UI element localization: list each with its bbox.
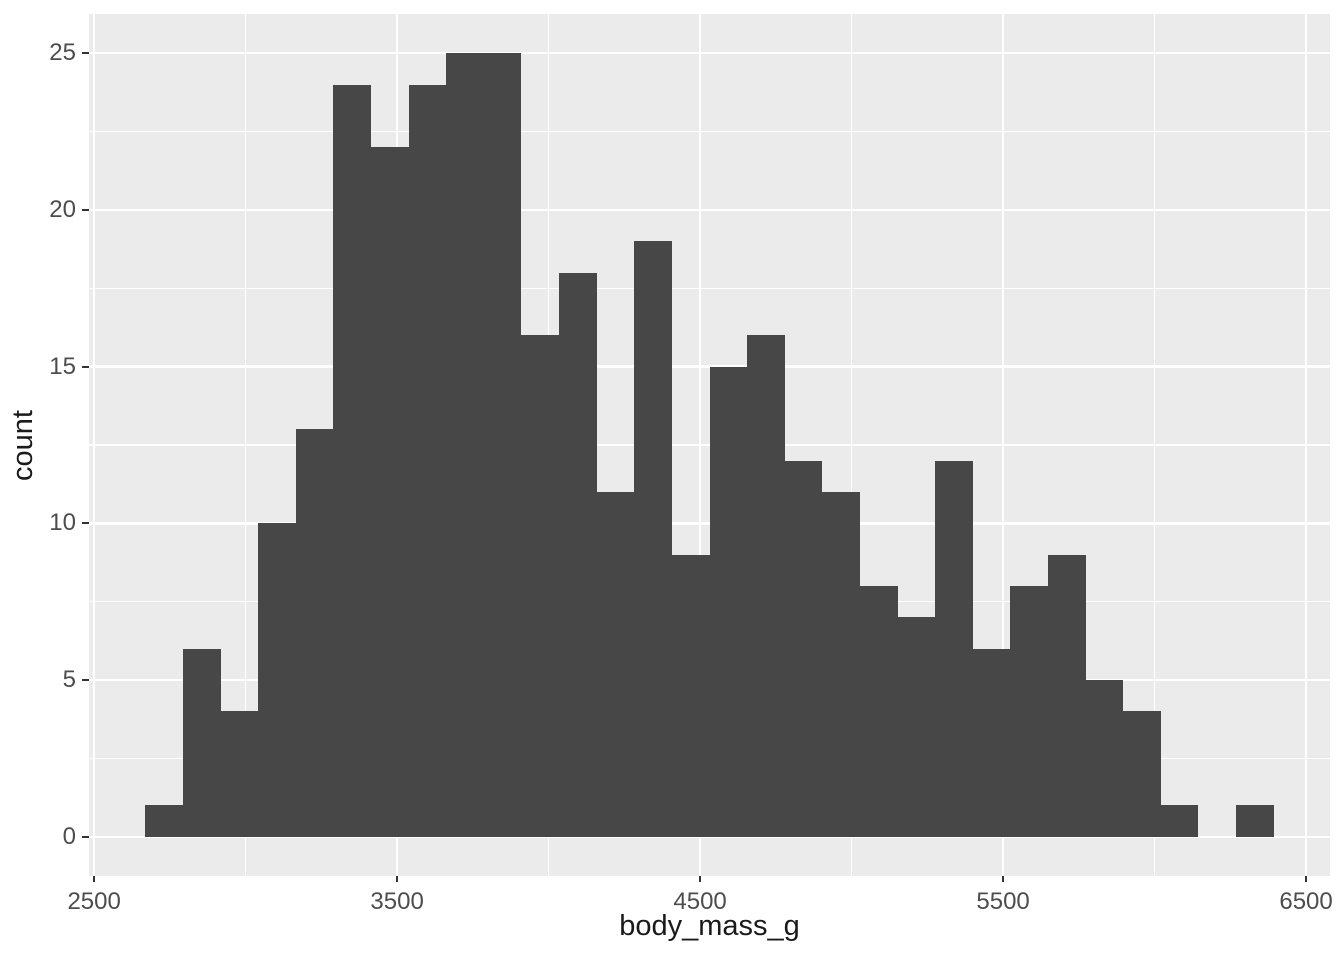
x-axis-tick [1305, 876, 1308, 882]
histogram-bar [521, 335, 559, 837]
x-tick-label: 4500 [673, 888, 727, 915]
y-tick-label: 15 [49, 352, 76, 380]
y-axis-tick [82, 679, 89, 682]
gridline-major-y [89, 522, 1330, 525]
x-tick-label: 5500 [976, 888, 1030, 915]
histogram-bar [898, 617, 935, 837]
gridline-minor-x [1153, 14, 1156, 876]
gridline-minor-x [244, 14, 247, 876]
gridline-major-y [89, 51, 1330, 55]
x-tick-label: 2500 [67, 888, 121, 915]
x-axis-tick [93, 876, 96, 882]
histogram-bar [333, 84, 371, 837]
y-tick-label: 0 [62, 822, 76, 850]
histogram-bar [597, 492, 634, 837]
histogram-bar [371, 147, 409, 837]
histogram-bar [747, 335, 785, 837]
histogram-bar [860, 586, 898, 837]
histogram-bar [1048, 554, 1086, 837]
gridline-major-y [89, 835, 1330, 839]
gridline-minor-y [89, 130, 1330, 133]
y-tick-label: 20 [49, 195, 76, 223]
x-axis-tick [396, 876, 399, 882]
histogram-bar [1161, 805, 1198, 837]
histogram-bar [484, 53, 521, 837]
histogram-bar [710, 366, 747, 837]
gridline-major-x [1001, 14, 1005, 876]
histogram-bar [145, 805, 183, 837]
x-axis-tick [1002, 876, 1005, 882]
histogram-bar [183, 648, 221, 837]
gridline-major-x [1304, 14, 1308, 876]
y-axis-title: count [0, 14, 46, 876]
x-tick-label: 3500 [370, 888, 424, 915]
histogram-bar [1086, 680, 1123, 837]
y-axis-tick [82, 208, 89, 211]
x-axis-tick [699, 876, 702, 882]
gridline-minor-x [850, 14, 853, 876]
histogram-bar [1236, 805, 1274, 837]
histogram-bar [559, 272, 597, 837]
histogram-bar [1123, 711, 1161, 837]
gridline-major-y [89, 208, 1330, 212]
histogram-bar [446, 53, 484, 837]
histogram-bar [634, 241, 672, 837]
histogram-bar [221, 711, 258, 837]
gridline-major-x [698, 14, 702, 876]
x-tick-label: 6500 [1279, 888, 1333, 915]
y-tick-label: 25 [49, 39, 76, 67]
y-axis-tick [82, 365, 89, 368]
histogram-bar [409, 84, 446, 837]
histogram-bar [258, 523, 296, 837]
plot-panel [89, 14, 1330, 876]
y-axis-tick [82, 522, 89, 525]
y-tick-label: 5 [62, 666, 76, 694]
histogram-bar [672, 554, 710, 837]
histogram-bar [785, 460, 822, 837]
y-tick-label: 10 [49, 509, 76, 537]
y-axis-title-text: count [6, 409, 39, 481]
y-axis-tick [82, 52, 89, 55]
histogram-bar [1010, 586, 1048, 837]
gridline-minor-y [89, 444, 1330, 446]
gridline-major-y [89, 365, 1330, 368]
histogram-bar [935, 460, 973, 837]
histogram-bar [973, 648, 1010, 837]
gridline-major-x [92, 14, 96, 876]
y-axis-tick [82, 835, 89, 838]
histogram-bar [296, 429, 333, 837]
gridline-minor-y [89, 287, 1330, 290]
x-axis-title: body_mass_g [619, 910, 800, 942]
histogram-bar [822, 492, 860, 837]
